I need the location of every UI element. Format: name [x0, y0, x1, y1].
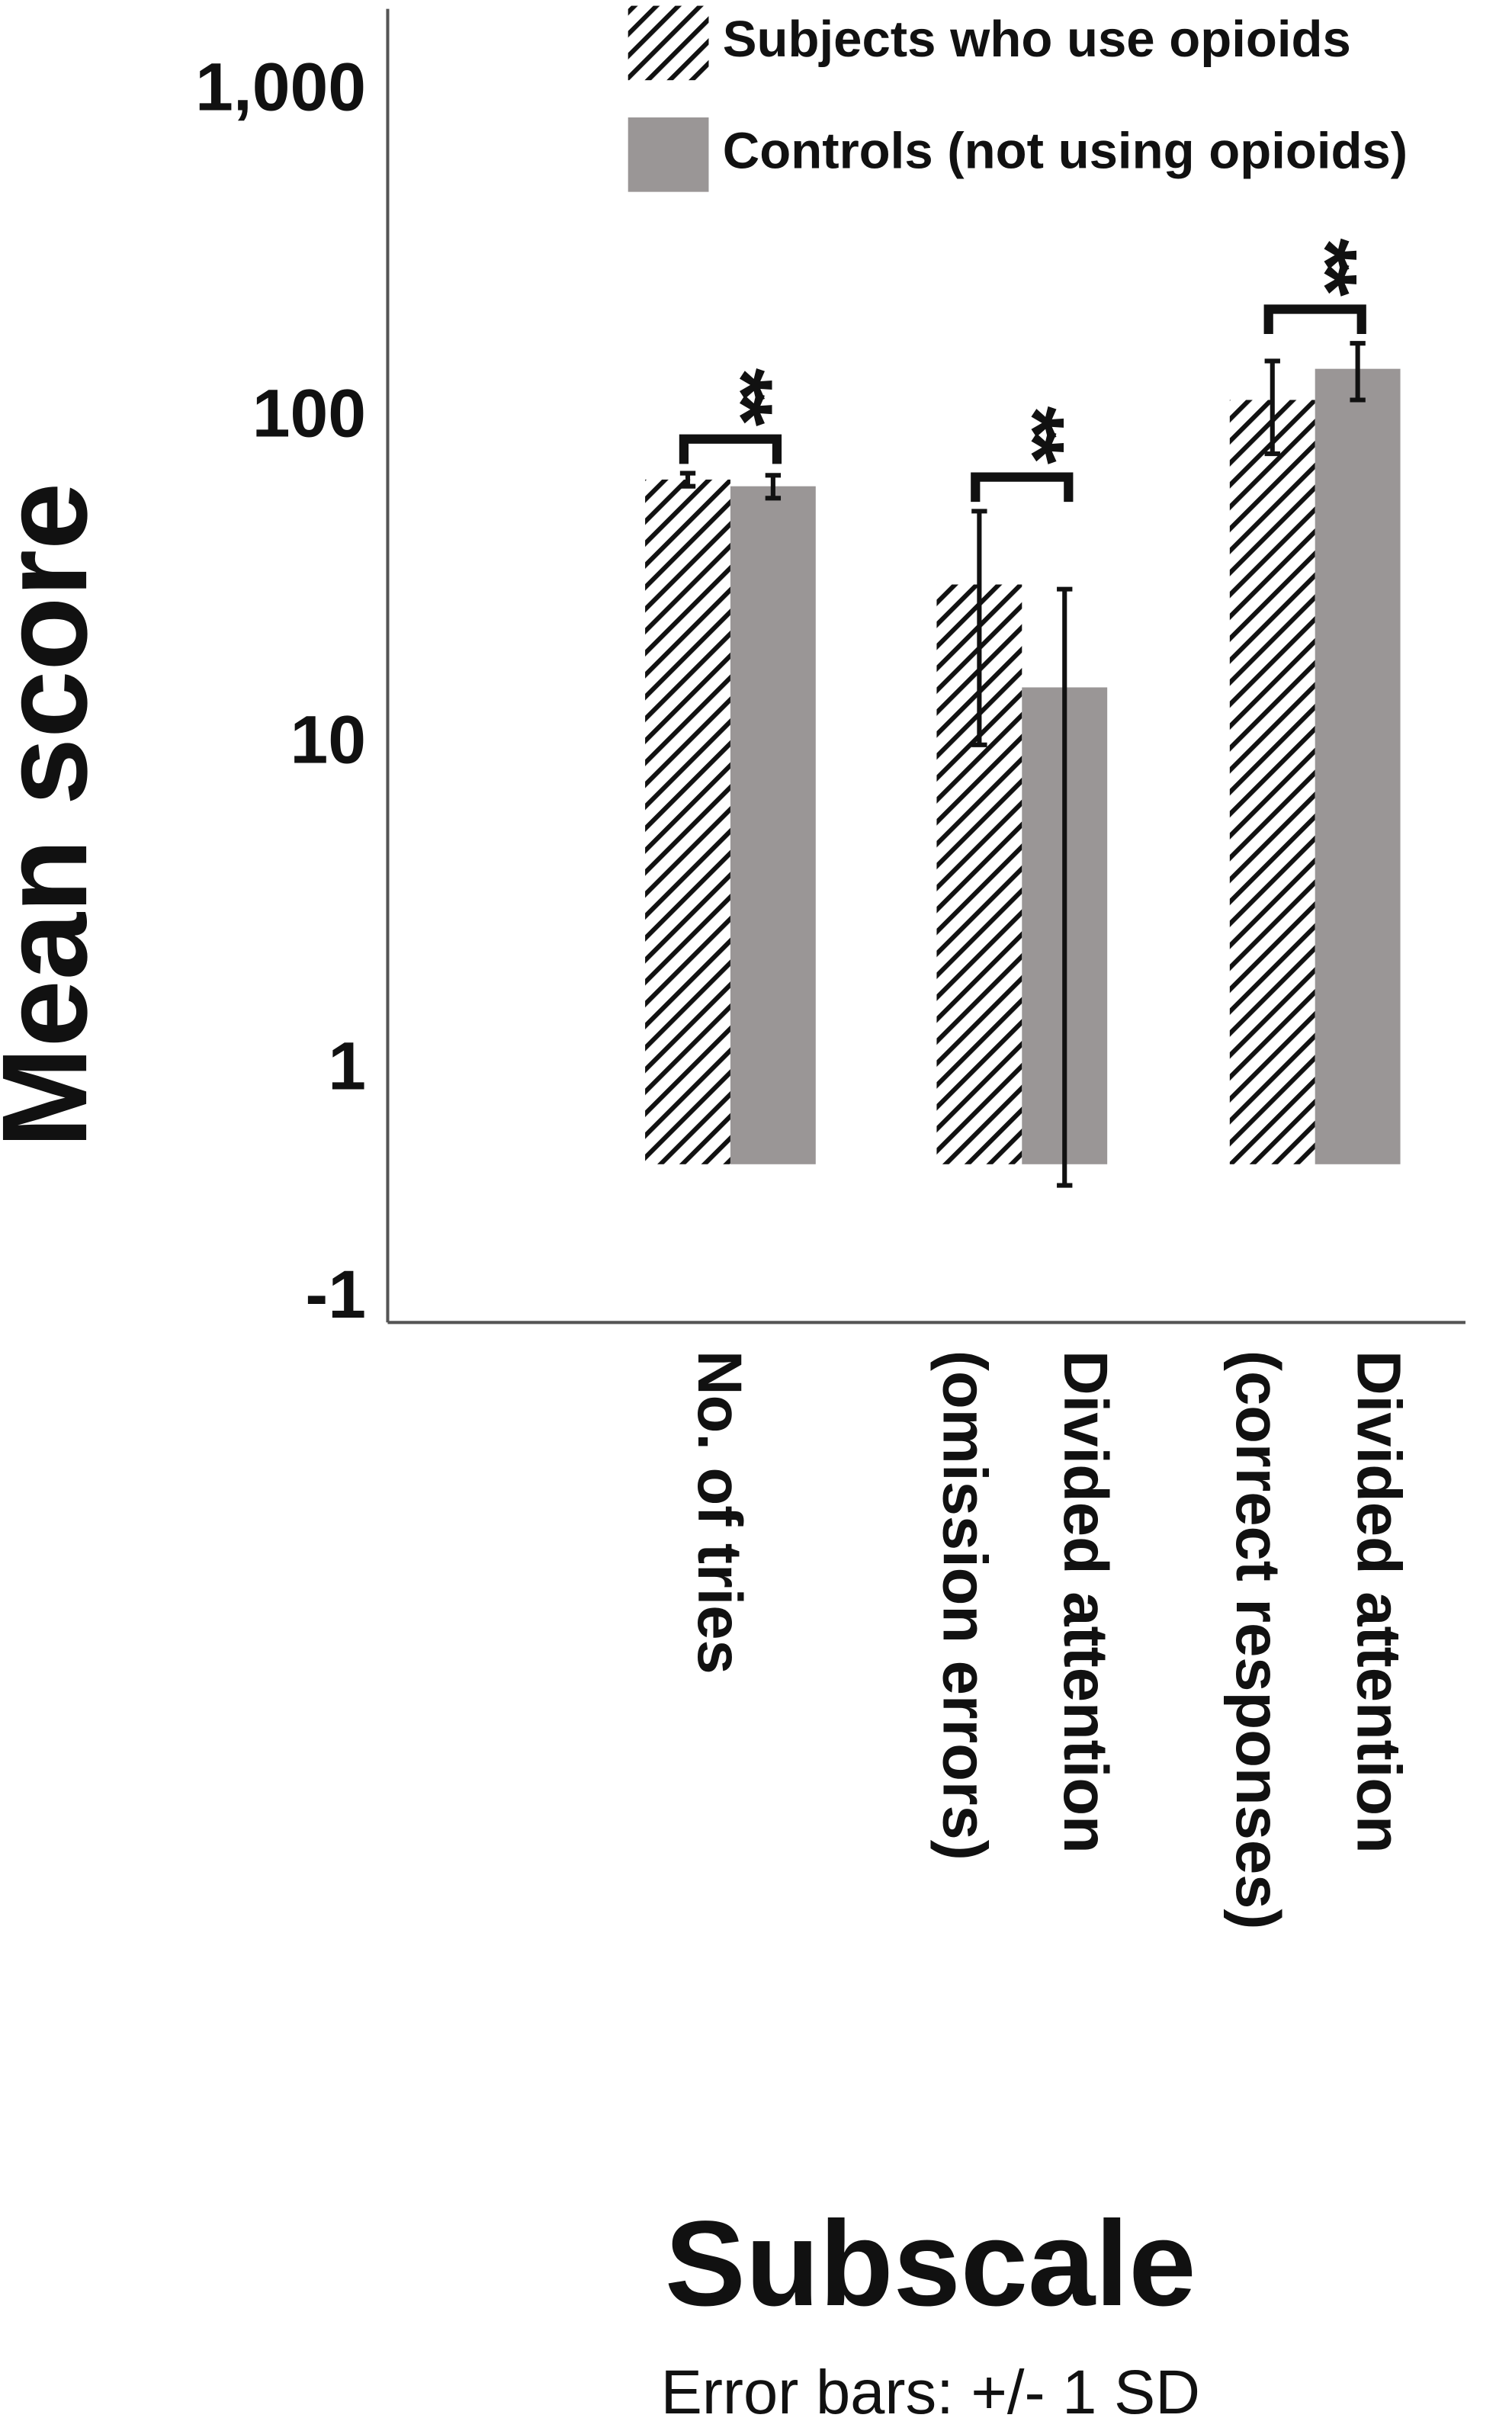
x-tick-label: (correct responses) — [1223, 1350, 1292, 1930]
error-bar — [1264, 358, 1280, 457]
error-bar — [765, 473, 782, 501]
x-tick-label: No. of tries — [685, 1350, 754, 1675]
legend-swatch — [628, 117, 709, 192]
error-bar — [1057, 586, 1073, 1188]
x-tick-label: Divided attention — [1344, 1350, 1414, 1854]
x-tick-label: (omission errors) — [929, 1350, 999, 1861]
x-tick-label: Divided attention — [1051, 1350, 1120, 1854]
error-bar — [1350, 341, 1366, 403]
bar — [645, 479, 730, 1164]
y-tick-label: 100 — [252, 374, 366, 451]
significance-label: ** — [693, 368, 790, 427]
significance-label: ** — [1278, 238, 1375, 297]
bar — [730, 486, 816, 1164]
bar — [1315, 368, 1401, 1164]
footnote: Error bars: +/- 1 SD — [661, 2358, 1200, 2427]
x-axis-label: Subscale — [665, 2195, 1196, 2331]
significance-label: ** — [984, 406, 1081, 465]
legend-label: Subjects who use opioids — [723, 11, 1351, 68]
y-axis-label: Mean score — [0, 483, 112, 1148]
legend-label: Controls (not using opioids) — [723, 123, 1408, 180]
y-tick-label: 1 — [328, 1027, 366, 1103]
y-tick-label: 1,000 — [195, 49, 366, 125]
y-tick-label: 10 — [290, 701, 366, 777]
error-bar — [679, 470, 696, 489]
legend-swatch — [628, 5, 709, 81]
y-tick-label: -1 — [305, 1256, 366, 1332]
bar — [1229, 400, 1315, 1164]
error-bar — [971, 509, 987, 747]
significance-bracket — [1263, 304, 1366, 335]
significance-bracket — [679, 434, 782, 464]
significance-bracket — [971, 472, 1074, 503]
